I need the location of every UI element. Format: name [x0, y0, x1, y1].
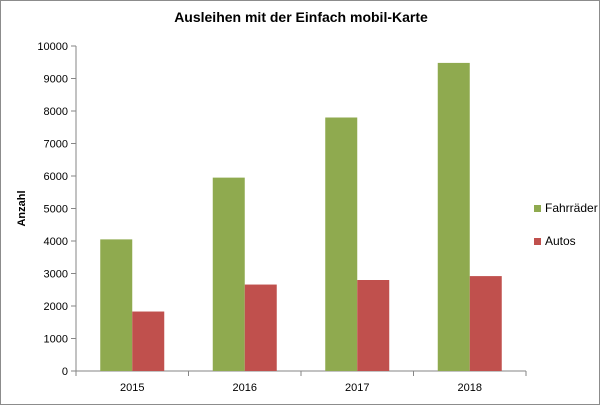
y-tick-label: 2000 [44, 301, 68, 313]
bar-fahrr-der-2017 [325, 117, 358, 371]
x-tick-label: 2017 [345, 382, 369, 394]
bar-fahrr-der-2015 [100, 239, 133, 371]
bar-autos-2016 [244, 284, 277, 371]
bar-fahrr-der-2016 [212, 177, 245, 371]
chart-title: Ausleihen mit der Einfach mobil-Karte [174, 9, 428, 25]
bar-autos-2017 [357, 280, 390, 371]
y-tick-label: 5000 [44, 204, 68, 216]
y-tick-label: 7000 [44, 139, 68, 151]
legend-label: Autos [545, 234, 576, 248]
y-tick-label: 0 [62, 366, 68, 378]
legend-swatch-fahrr-der [534, 205, 541, 212]
bar-autos-2018 [469, 276, 502, 371]
x-tick-label: 2015 [120, 382, 144, 394]
y-tick-label: 3000 [44, 269, 68, 281]
bar-autos-2015 [132, 311, 165, 371]
y-tick-label: 4000 [44, 236, 68, 248]
y-tick-label: 1000 [44, 334, 68, 346]
y-tick-label: 10000 [37, 41, 68, 53]
x-tick-label: 2018 [458, 382, 482, 394]
y-axis-title: Anzahl [16, 190, 28, 226]
bar-fahrr-der-2018 [437, 62, 470, 372]
legend-swatch-autos [534, 238, 541, 245]
y-tick-label: 6000 [44, 171, 68, 183]
legend-label: Fahrräder [545, 201, 598, 215]
y-tick-label: 9000 [44, 74, 68, 86]
y-tick-label: 8000 [44, 106, 68, 118]
x-tick-label: 2016 [233, 382, 257, 394]
